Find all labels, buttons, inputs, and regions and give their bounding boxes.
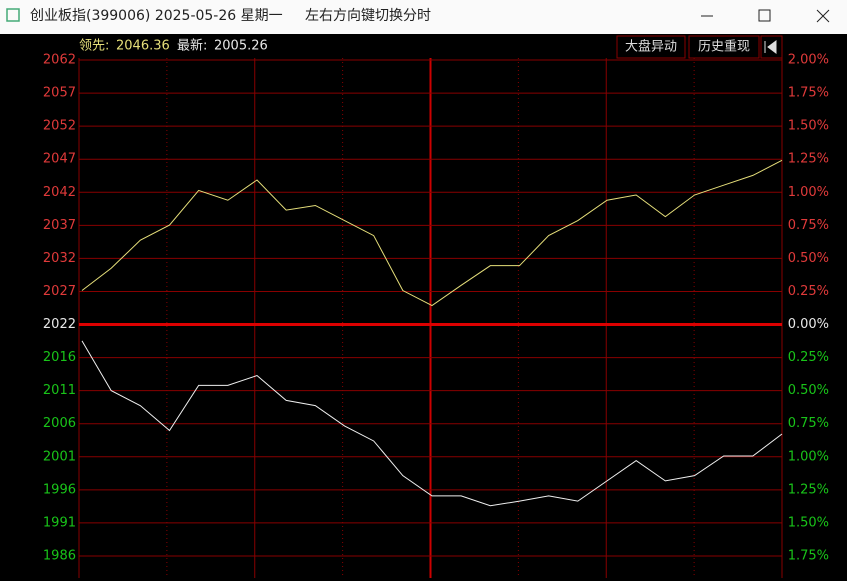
y2-tick-label: 0.00%: [788, 317, 829, 332]
y2-tick-label: 0.50%: [788, 383, 829, 398]
lead-label: 领先:: [79, 39, 109, 54]
y2-tick-label: 1.00%: [788, 185, 829, 200]
y-tick-label: 2057: [43, 86, 76, 101]
y-tick-label: 1996: [43, 482, 76, 497]
y-tick-label: 1986: [43, 549, 76, 564]
title-bar: [0, 0, 847, 34]
button[interactable]: [616, 35, 686, 59]
y-tick-label: 2032: [43, 251, 76, 266]
back-icon: [764, 40, 777, 54]
app-icon: [6, 8, 20, 22]
y-tick-label: 1991: [43, 515, 76, 530]
y-tick-label: 2037: [43, 218, 76, 233]
y-tick-label: 2062: [43, 53, 76, 68]
y2-tick-label: 1.75%: [788, 86, 829, 101]
button-label[interactable]: 历史重现: [698, 39, 750, 55]
y-tick-label: 2016: [43, 350, 76, 365]
y2-tick-label: 1.75%: [788, 549, 829, 564]
lead-value: 2046.36: [116, 39, 170, 54]
y2-tick-label: 1.50%: [788, 119, 829, 134]
y-tick-label: 2027: [43, 284, 76, 299]
y2-tick-label: 1.00%: [788, 449, 829, 464]
y-tick-label: 2022: [43, 317, 76, 332]
y-tick-label: 2006: [43, 416, 76, 431]
y2-tick-label: 0.25%: [788, 284, 829, 299]
y2-tick-label: 0.75%: [788, 218, 829, 233]
price-line: [81, 159, 783, 307]
y-tick-label: 2042: [43, 185, 76, 200]
button[interactable]: [688, 35, 760, 59]
y2-tick-label: 0.75%: [788, 416, 829, 431]
price-line: [81, 340, 783, 507]
maximize-button[interactable]: [758, 9, 771, 22]
y2-tick-label: 1.50%: [788, 515, 829, 530]
window-hint: 左右方向键切换分时: [305, 7, 431, 24]
y-tick-label: 2001: [43, 449, 76, 464]
plot: 2.00% 1.75% 1.50% 1.25% 1.00% 0.75% 0.50% 0.25%…: [43, 53, 829, 578]
last-label: 最新:: [177, 38, 207, 54]
y2-tick-label: 0.25%: [788, 350, 829, 365]
y-tick-label: 2047: [43, 152, 76, 167]
y2-tick-label: 0.50%: [788, 251, 829, 266]
button-label[interactable]: 大盘异动: [625, 39, 677, 55]
close-button[interactable]: [816, 9, 830, 23]
y2-tick-label: 1.25%: [788, 482, 829, 497]
y-tick-label: 2052: [43, 119, 76, 134]
window-title: 创业板指(399006) 2025-05-26 星期一: [30, 8, 283, 24]
y2-tick-label: 1.25%: [788, 152, 829, 167]
y-tick-label: 2011: [43, 383, 76, 398]
last-value: 2005.26: [214, 39, 268, 54]
y2-tick-label: 2.00%: [788, 53, 829, 68]
